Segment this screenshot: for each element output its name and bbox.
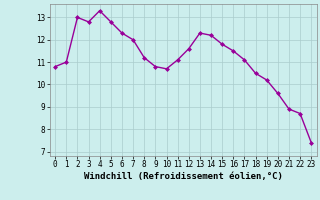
X-axis label: Windchill (Refroidissement éolien,°C): Windchill (Refroidissement éolien,°C) [84,172,283,181]
